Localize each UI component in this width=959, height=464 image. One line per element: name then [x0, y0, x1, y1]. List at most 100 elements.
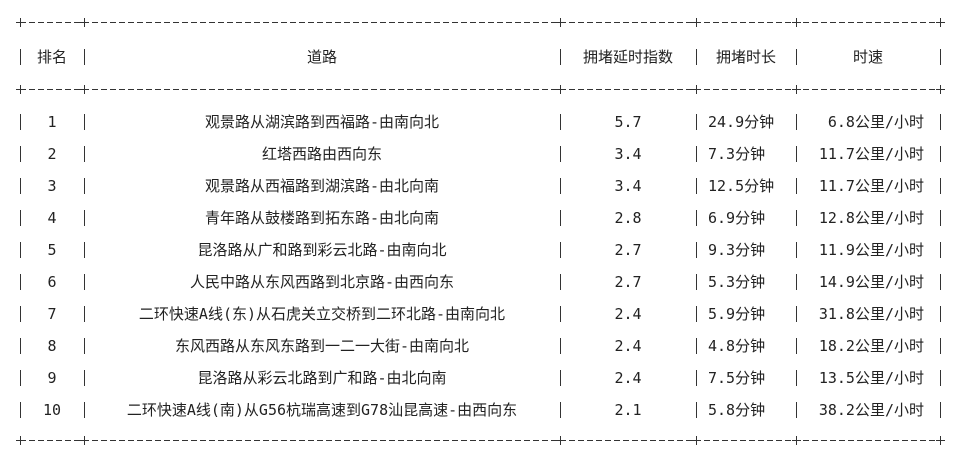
cell-speed: 11.9公里/小时 — [818, 241, 924, 259]
rule-corner — [16, 18, 25, 27]
cell-duration: 5.8分钟 — [708, 401, 766, 419]
cell-delay-index: 2.4 — [614, 369, 642, 387]
cell-rank: 5 — [47, 241, 57, 259]
cell-road: 二环快速A线(东)从石虎关立交桥到二环北路-由南向北 — [138, 305, 506, 323]
column-separator — [940, 146, 941, 162]
column-separator — [84, 49, 85, 65]
cell-duration: 7.5分钟 — [708, 369, 766, 387]
column-separator — [20, 402, 21, 418]
cell-rank: 10 — [42, 401, 62, 419]
column-separator — [20, 370, 21, 386]
column-separator — [796, 274, 797, 290]
column-separator — [940, 402, 941, 418]
table-row: 6 人民中路从东风西路到北京路-由西向东 2.7 5.3分钟 14.9公里/小时 — [0, 266, 959, 298]
cell-rank: 4 — [47, 209, 57, 227]
cell-speed: 11.7公里/小时 — [818, 145, 924, 163]
cell-duration: 4.8分钟 — [708, 337, 766, 355]
cell-duration: 7.3分钟 — [708, 145, 766, 163]
column-separator — [84, 178, 85, 194]
cell-road: 人民中路从东风西路到北京路-由西向东 — [189, 273, 455, 291]
cell-speed: 18.2公里/小时 — [818, 337, 924, 355]
column-separator — [20, 338, 21, 354]
column-separator — [84, 274, 85, 290]
cell-delay-index: 2.7 — [614, 241, 642, 259]
column-separator — [560, 274, 561, 290]
cell-duration: 12.5分钟 — [708, 177, 775, 195]
cell-delay-index: 2.7 — [614, 273, 642, 291]
rule-corner — [80, 85, 89, 94]
column-separator — [560, 306, 561, 322]
cell-road: 二环快速A线(南)从G56杭瑞高速到G78汕昆高速-由西向东 — [126, 401, 518, 419]
cell-road: 红塔西路由西向东 — [261, 145, 382, 163]
cell-road: 青年路从鼓楼路到拓东路-由北向南 — [204, 209, 440, 227]
bottom-rule — [20, 440, 940, 441]
column-separator — [20, 306, 21, 322]
column-separator — [84, 114, 85, 130]
column-separator — [84, 402, 85, 418]
table-row: 7 二环快速A线(东)从石虎关立交桥到二环北路-由南向北 2.4 5.9分钟 31.8公… — [0, 298, 959, 330]
rule-corner — [792, 85, 801, 94]
table-row: 2 红塔西路由西向东 3.4 7.3分钟 11.7公里/小时 — [0, 138, 959, 170]
cell-rank: 3 — [47, 177, 57, 195]
column-separator — [796, 114, 797, 130]
cell-delay-index: 2.4 — [614, 337, 642, 355]
column-separator — [696, 306, 697, 322]
column-separator — [940, 306, 941, 322]
column-separator — [696, 274, 697, 290]
cell-rank: 9 — [47, 369, 57, 387]
header-road: 道路 — [306, 48, 337, 66]
cell-road: 观景路从西福路到湖滨路-由北向南 — [204, 177, 440, 195]
table-row: 8 东风西路从东风东路到一二一大街-由南向北 2.4 4.8分钟 18.2公里/小时 — [0, 330, 959, 362]
column-separator — [560, 114, 561, 130]
column-separator — [940, 242, 941, 258]
cell-rank: 7 — [47, 305, 57, 323]
rule-corner — [16, 436, 25, 445]
column-separator — [20, 178, 21, 194]
cell-speed: 13.5公里/小时 — [818, 369, 924, 387]
column-separator — [940, 370, 941, 386]
cell-delay-index: 3.4 — [614, 145, 642, 163]
top-rule — [20, 22, 940, 23]
column-separator — [796, 402, 797, 418]
column-separator — [20, 146, 21, 162]
column-separator — [796, 146, 797, 162]
column-separator — [696, 338, 697, 354]
column-separator — [560, 49, 561, 65]
column-separator — [796, 242, 797, 258]
column-separator — [940, 178, 941, 194]
column-separator — [560, 402, 561, 418]
cell-speed: 11.7公里/小时 — [818, 177, 924, 195]
rule-corner — [792, 18, 801, 27]
column-separator — [940, 338, 941, 354]
table-row: 5 昆洛路从广和路到彩云北路-由南向北 2.7 9.3分钟 11.9公里/小时 — [0, 234, 959, 266]
column-separator — [696, 114, 697, 130]
column-separator — [696, 402, 697, 418]
cell-speed: 14.9公里/小时 — [818, 273, 924, 291]
column-separator — [20, 274, 21, 290]
cell-road: 观景路从湖滨路到西福路-由南向北 — [204, 113, 440, 131]
cell-duration: 5.9分钟 — [708, 305, 766, 323]
column-separator — [84, 338, 85, 354]
rule-corner — [936, 436, 945, 445]
cell-duration: 5.3分钟 — [708, 273, 766, 291]
column-separator — [696, 370, 697, 386]
column-separator — [796, 306, 797, 322]
column-separator — [560, 370, 561, 386]
cell-rank: 8 — [47, 337, 57, 355]
column-separator — [696, 49, 697, 65]
rule-corner — [16, 85, 25, 94]
rule-corner — [936, 18, 945, 27]
rule-corner — [556, 85, 565, 94]
cell-speed: 38.2公里/小时 — [818, 401, 924, 419]
column-separator — [560, 338, 561, 354]
header-row: 排名 道路 拥堵延时指数 拥堵时长 时速 — [0, 41, 959, 73]
column-separator — [796, 210, 797, 226]
rule-corner — [80, 18, 89, 27]
table-row: 4 青年路从鼓楼路到拓东路-由北向南 2.8 6.9分钟 12.8公里/小时 — [0, 202, 959, 234]
rule-corner — [692, 85, 701, 94]
cell-speed: 6.8公里/小时 — [827, 113, 924, 131]
rule-corner — [692, 436, 701, 445]
rule-corner — [692, 18, 701, 27]
header-delay-index: 拥堵延时指数 — [582, 48, 673, 66]
cell-rank: 2 — [47, 145, 57, 163]
